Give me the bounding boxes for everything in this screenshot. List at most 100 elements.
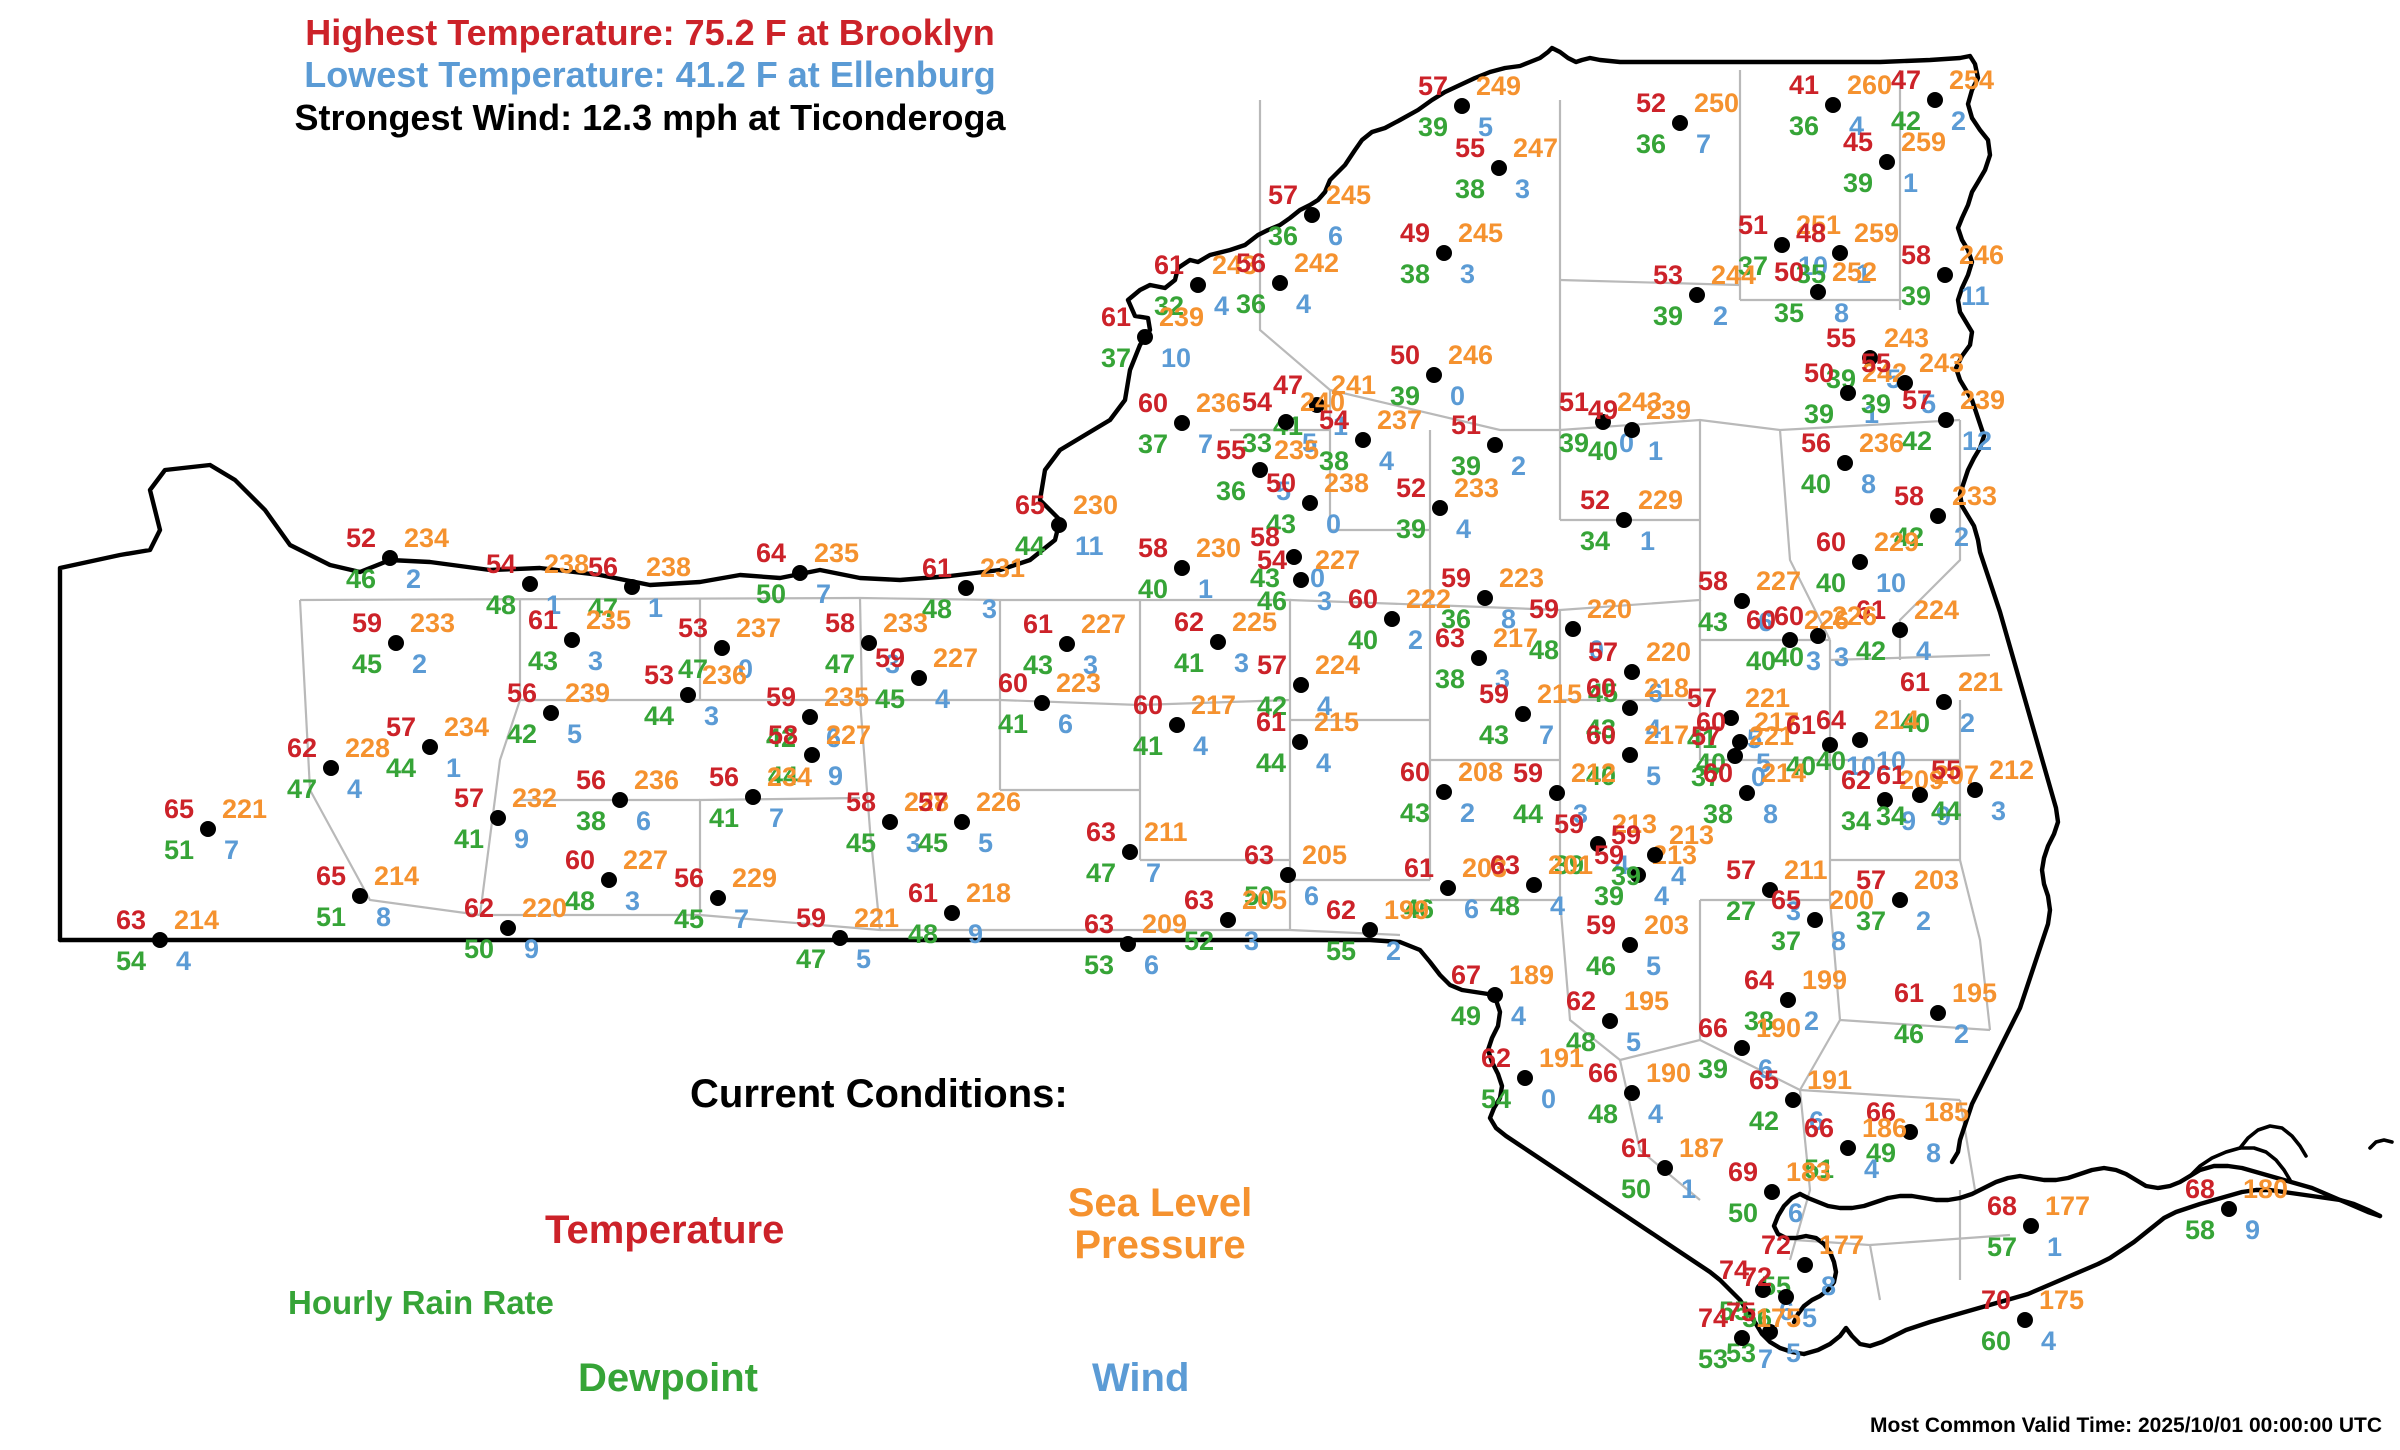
station-sea-level-pressure-value: 244 xyxy=(1711,260,1757,290)
station-temperature-value: 65 xyxy=(315,861,346,891)
station-wind-value: 1 xyxy=(2047,1232,2063,1262)
station-wind-value: 10 xyxy=(1876,746,1907,776)
station-wind-value: 9 xyxy=(1901,806,1917,836)
station-temperature-value: 61 xyxy=(1255,707,1286,737)
legend-sea-level-pressure-label: Sea Level Pressure xyxy=(1045,1182,1275,1266)
station-temperature-value: 57 xyxy=(1725,855,1756,885)
station-wind-value: 8 xyxy=(376,902,392,932)
station-sea-level-pressure-value: 223 xyxy=(1499,563,1545,593)
station-wind-value: 9 xyxy=(828,761,844,791)
station-sea-level-pressure-value: 224 xyxy=(1315,650,1361,680)
station-dewpoint-value: 40 xyxy=(1815,746,1846,776)
station-dewpoint-value: 47 xyxy=(1085,858,1116,888)
station-temperature-value: 56 xyxy=(587,552,618,582)
station-sea-level-pressure-value: 238 xyxy=(544,549,590,579)
station-wind-value: 3 xyxy=(704,701,720,731)
station-marker-icon xyxy=(1647,847,1663,863)
station-marker-icon xyxy=(804,747,820,763)
station-sea-level-pressure-value: 239 xyxy=(1159,302,1205,332)
station-sea-level-pressure-value: 227 xyxy=(933,643,979,673)
station-temperature-value: 61 xyxy=(1100,302,1131,332)
station-dewpoint-value: 39 xyxy=(1697,1054,1728,1084)
station-dewpoint-value: 43 xyxy=(1022,650,1053,680)
station-temperature-value: 64 xyxy=(755,538,786,568)
station-wind-value: 9 xyxy=(968,919,984,949)
station-temperature-value: 57 xyxy=(385,712,416,742)
station-wind-value: 3 xyxy=(1786,896,1802,926)
station-marker-icon xyxy=(1120,936,1136,952)
station-temperature-value: 64 xyxy=(1815,705,1846,735)
station-temperature-value: 60 xyxy=(1702,758,1733,788)
station-marker-icon xyxy=(1309,397,1325,413)
station-marker-icon xyxy=(1272,275,1288,291)
station-dewpoint-value: 45 xyxy=(874,684,905,714)
station-temperature-value: 61 xyxy=(1403,853,1434,883)
station-temperature-value: 57 xyxy=(1267,180,1298,210)
station-marker-icon xyxy=(500,920,516,936)
station-wind-value: 10 xyxy=(1876,568,1907,598)
station-marker-icon xyxy=(1293,677,1309,693)
station-sea-level-pressure-value: 205 xyxy=(1242,885,1288,915)
station-marker-icon xyxy=(1426,367,1442,383)
station-dewpoint-value: 37 xyxy=(1100,343,1131,373)
station-marker-icon xyxy=(1122,844,1138,860)
station-marker-icon xyxy=(1169,717,1185,733)
station-temperature-value: 62 xyxy=(1325,895,1356,925)
station-dewpoint-value: 44 xyxy=(1255,748,1286,778)
station-sea-level-pressure-value: 242 xyxy=(1294,248,1340,278)
station-wind-value: 4 xyxy=(1646,714,1662,744)
station-sea-level-pressure-value: 245 xyxy=(1326,180,1372,210)
station-wind-value: 4 xyxy=(176,946,192,976)
station-marker-icon xyxy=(1852,554,1868,570)
station-sea-level-pressure-value: 237 xyxy=(1377,405,1423,435)
station-dewpoint-value: 36 xyxy=(1788,111,1819,141)
station-dewpoint-value: 43 xyxy=(1399,798,1430,828)
station-marker-icon xyxy=(1278,414,1294,430)
station-temperature-value: 66 xyxy=(1587,1058,1618,1088)
station-marker-icon xyxy=(1689,287,1705,303)
station-dewpoint-value: 33 xyxy=(1241,428,1272,458)
station-dewpoint-value: 46 xyxy=(1256,586,1287,616)
station-marker-icon xyxy=(1059,636,1075,652)
station-marker-icon xyxy=(1822,737,1838,753)
station-temperature-value: 58 xyxy=(824,608,855,638)
station-wind-value: 10 xyxy=(1161,343,1192,373)
station-wind-value: 3 xyxy=(1991,796,2007,826)
station-wind-value: 5 xyxy=(1921,389,1937,419)
station-sea-level-pressure-value: 215 xyxy=(1314,707,1360,737)
station-marker-icon xyxy=(1892,892,1908,908)
station-wind-value: 4 xyxy=(1317,691,1333,721)
station-dewpoint-value: 40 xyxy=(1745,646,1776,676)
long-island-sound-fork xyxy=(2188,1124,2394,1182)
station-marker-icon xyxy=(1432,500,1448,516)
station-temperature-value: 50 xyxy=(1803,358,1834,388)
station-marker-icon xyxy=(1622,747,1638,763)
station-sea-level-pressure-value: 180 xyxy=(2243,1174,2289,1204)
station-marker-icon xyxy=(882,814,898,830)
station-sea-level-pressure-value: 175 xyxy=(1756,1303,1802,1333)
station-wind-value: 2 xyxy=(1386,936,1402,966)
station-dewpoint-value: 45 xyxy=(917,828,948,858)
station-wind-value: 7 xyxy=(224,835,240,865)
station-dewpoint-value: 49 xyxy=(1865,1138,1896,1168)
station-temperature-value: 62 xyxy=(1565,986,1596,1016)
station-sea-level-pressure-value: 236 xyxy=(634,765,680,795)
station-sea-level-pressure-value: 221 xyxy=(222,794,268,824)
station-temperature-value: 57 xyxy=(453,783,484,813)
station-wind-value: 4 xyxy=(1214,291,1230,321)
station-wind-value: 3 xyxy=(588,646,604,676)
station-sea-level-pressure-value: 185 xyxy=(1924,1097,1970,1127)
station-dewpoint-value: 43 xyxy=(1478,720,1509,750)
station-sea-level-pressure-value: 195 xyxy=(1624,986,1670,1016)
station-sea-level-pressure-value: 223 xyxy=(1056,668,1102,698)
station-temperature-value: 63 xyxy=(1183,885,1214,915)
station-wind-value: 9 xyxy=(524,934,540,964)
station-sea-level-pressure-value: 186 xyxy=(1862,1113,1908,1143)
station-temperature-value: 47 xyxy=(1890,65,1921,95)
station-marker-icon xyxy=(680,687,696,703)
station-sea-level-pressure-value: 203 xyxy=(1914,865,1960,895)
station-wind-value: 4 xyxy=(1648,1099,1664,1129)
station-sea-level-pressure-value: 195 xyxy=(1952,978,1998,1008)
station-marker-icon xyxy=(1436,784,1452,800)
station-marker-icon xyxy=(1436,245,1452,261)
